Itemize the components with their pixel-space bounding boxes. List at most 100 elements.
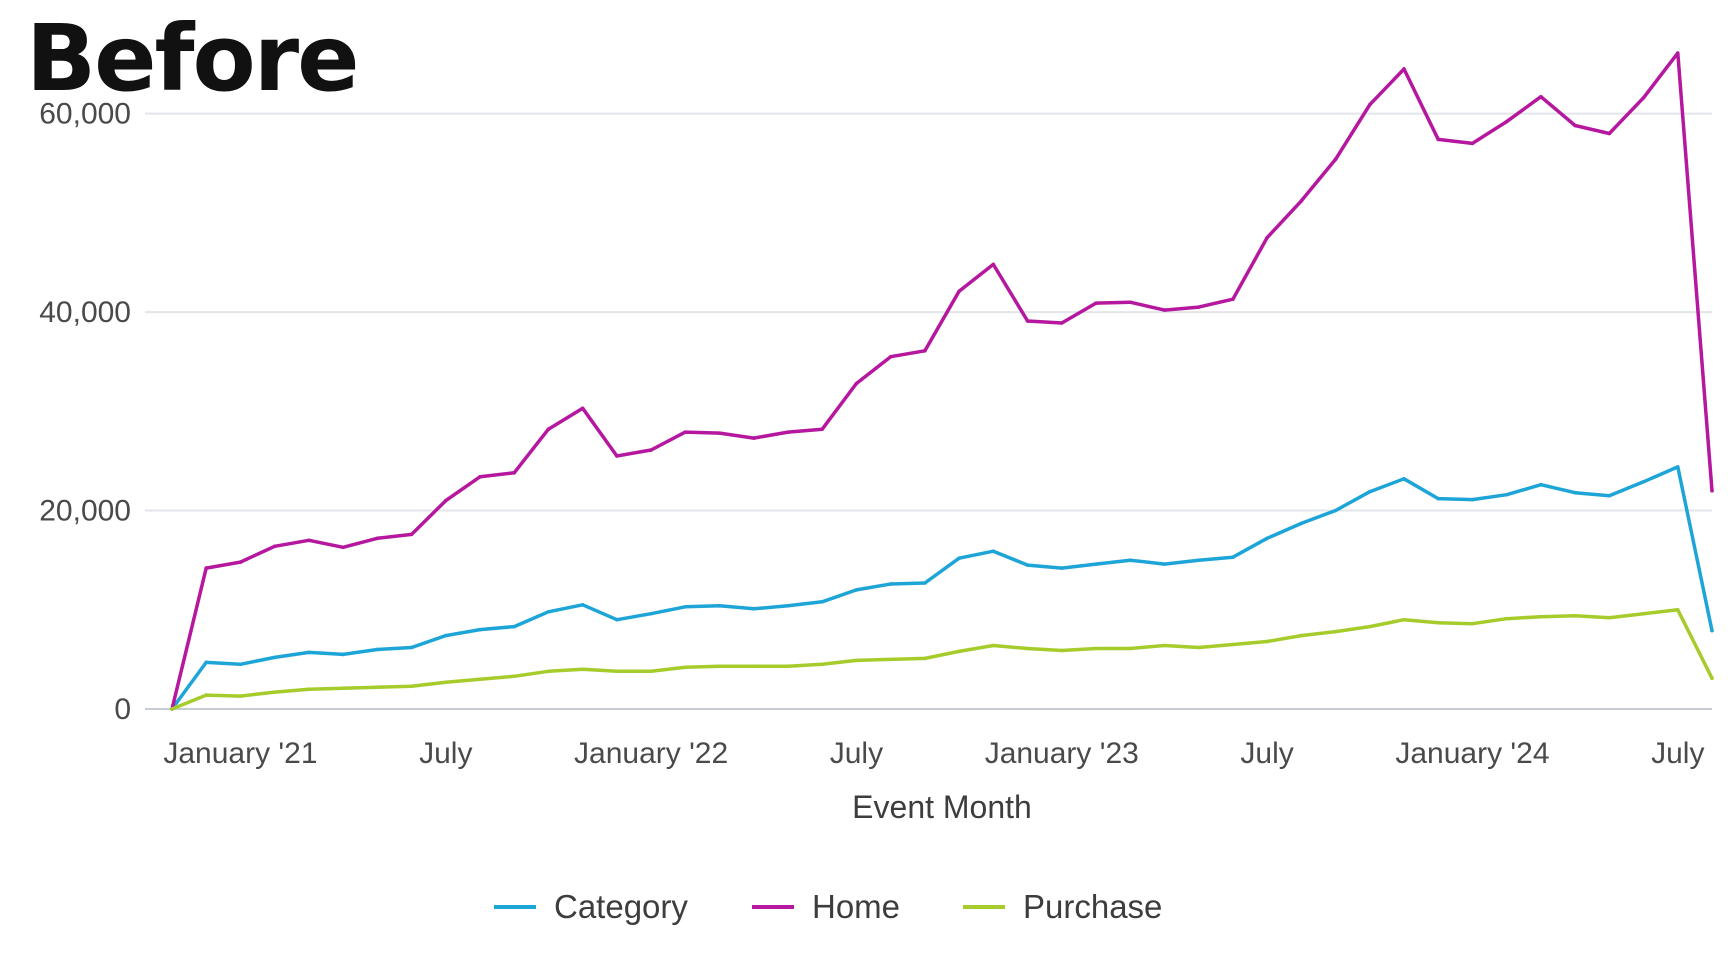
data-point [272,544,277,549]
data-point [1641,611,1646,616]
data-point [478,677,482,682]
data-point [991,262,996,267]
data-point [1710,488,1714,493]
data-point [512,471,517,475]
data-point [307,650,311,655]
data-point [204,566,209,570]
data-point [854,381,859,386]
data-point [1504,492,1509,497]
data-point [1539,614,1543,619]
data-point [1607,615,1612,620]
chart-heading: Before [26,5,360,112]
series-home [170,51,1714,711]
data-point [478,627,482,632]
data-point [1162,562,1167,566]
data-point [580,667,585,672]
data-point [888,657,893,662]
series-purchase [170,607,1714,711]
data-point [1436,137,1441,142]
data-point [1573,613,1577,618]
data-point [1641,95,1646,100]
data-point [1436,496,1441,501]
data-point [1641,479,1646,484]
data-point [409,684,414,688]
x-tick-label: January '21 [163,737,317,770]
gridlines [145,112,1712,512]
legend-item-category[interactable]: Category [494,888,688,925]
data-point [238,560,243,564]
legend: Category Home Purchase [494,888,1162,925]
data-point [1128,646,1133,651]
series-line [170,465,1714,711]
x-tick-label: July [1651,737,1704,770]
data-point [1675,465,1680,469]
data-point [786,604,790,608]
data-point [820,662,825,667]
data-point [820,600,825,604]
data-point [649,669,653,674]
data-point [1367,102,1372,107]
data-point [717,604,722,608]
data-point [1025,563,1030,567]
data-point [1231,642,1235,647]
data-point [1367,624,1372,629]
data-point [341,652,345,657]
data-point [1162,308,1167,312]
data-point [1059,566,1064,570]
data-point [170,707,174,711]
data-point [854,588,859,592]
y-tick-label: 0 [114,693,131,726]
data-point [683,430,688,434]
legend-item-home[interactable]: Home [752,888,900,925]
data-point [1607,493,1612,498]
data-point [1504,119,1509,124]
data-point [888,582,893,586]
y-axis-ticks: 0 20,000 40,000 60,000 [39,98,131,726]
y-tick-label: 40,000 [39,296,131,329]
data-point [238,662,243,667]
series-line [170,608,1714,711]
data-point [1470,141,1475,146]
legend-item-purchase[interactable]: Purchase [963,888,1162,925]
data-point [1196,558,1201,562]
data-point [1333,629,1338,634]
series-line [170,51,1714,711]
data-point [1025,646,1030,651]
x-axis-ticks: January '21 July January '22 July January '2… [163,737,1704,770]
data-point [204,693,209,697]
data-point [1265,639,1269,644]
data-point [238,694,243,698]
data-point [307,687,311,691]
data-point [923,348,927,353]
data-point [1094,301,1098,305]
series-category [170,465,1714,711]
data-point [1059,321,1064,325]
data-point [341,686,345,690]
legend-label: Home [812,888,900,925]
data-point [1265,536,1269,541]
data-point [957,289,961,294]
data-point [512,674,517,679]
data-point [409,532,414,537]
data-point [1196,645,1201,650]
data-point [307,538,311,543]
data-point [443,680,448,685]
data-point [1162,643,1167,648]
data-point [820,427,825,431]
x-tick-label: January '22 [574,737,728,770]
data-point [546,609,551,614]
data-point [1094,646,1098,651]
data-point [341,545,345,550]
data-point [786,430,790,434]
data-point [1710,676,1714,681]
data-point [888,354,893,359]
data-point [615,669,619,674]
data-point [1094,562,1098,566]
data-point [546,669,551,674]
y-tick-label: 60,000 [39,98,131,131]
data-point [991,549,996,554]
data-point [1607,131,1612,136]
data-point [1299,521,1304,526]
data-point [1196,305,1201,309]
data-point [1333,508,1338,513]
